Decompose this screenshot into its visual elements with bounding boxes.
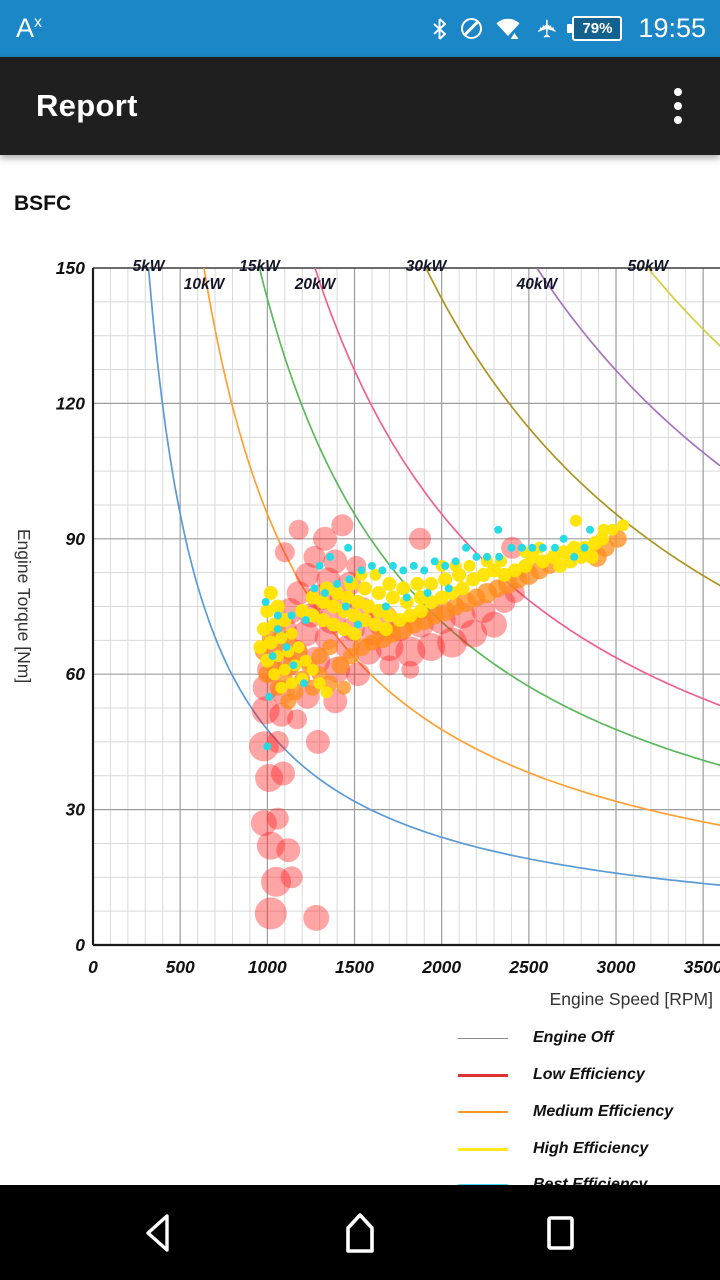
airplane-mode-icon: ✈ <box>534 18 563 39</box>
svg-text:120: 120 <box>56 393 85 413</box>
legend-item: Medium Efficiency <box>458 1100 673 1124</box>
svg-text:Engine Speed [RPM]: Engine Speed [RPM] <box>550 989 713 1009</box>
legend-label: Low Efficiency <box>533 1066 645 1083</box>
svg-text:2000: 2000 <box>421 957 461 977</box>
svg-text:0: 0 <box>88 957 98 977</box>
home-button[interactable] <box>320 1185 400 1280</box>
bluetooth-icon <box>431 17 448 41</box>
svg-text:3500: 3500 <box>684 957 720 977</box>
app-notification-icon: Ax <box>16 13 43 43</box>
overflow-menu-button[interactable] <box>658 78 698 134</box>
legend-line-swatch <box>458 1111 508 1113</box>
legend-label: Medium Efficiency <box>533 1103 674 1120</box>
svg-text:0: 0 <box>75 935 85 955</box>
svg-text:2500: 2500 <box>508 957 548 977</box>
chart-section-title: BSFC <box>14 192 72 215</box>
svg-text:5kW: 5kW <box>133 258 166 275</box>
legend-label: Engine Off <box>533 1029 614 1046</box>
svg-text:30: 30 <box>66 800 86 820</box>
status-bar: Ax ✈ 79% 19:55 <box>0 0 720 57</box>
legend-item: Low Efficiency <box>458 1063 645 1087</box>
do-not-disturb-icon <box>461 18 483 39</box>
legend-line-swatch <box>458 1147 508 1151</box>
navigation-bar <box>0 1185 720 1280</box>
recents-button[interactable] <box>520 1185 600 1280</box>
svg-text:10kW: 10kW <box>184 276 226 293</box>
svg-text:20kW: 20kW <box>294 276 337 293</box>
wifi-icon <box>495 16 525 42</box>
app-bar: Report <box>0 57 720 155</box>
svg-text:3000: 3000 <box>597 957 636 977</box>
legend-item: Engine Off <box>458 1026 614 1050</box>
svg-text:90: 90 <box>66 529 86 549</box>
battery-percent: 79% <box>582 20 613 37</box>
status-clock: 19:55 <box>638 13 706 43</box>
svg-text:1500: 1500 <box>335 957 374 977</box>
svg-text:60: 60 <box>66 664 86 684</box>
legend-label: High Efficiency <box>533 1140 649 1157</box>
svg-text:150: 150 <box>56 258 85 278</box>
legend-line-swatch <box>458 1037 508 1039</box>
battery-indicator: 79% <box>567 16 623 41</box>
legend-item: High Efficiency <box>458 1137 648 1161</box>
svg-text:15kW: 15kW <box>239 258 281 275</box>
svg-text:Engine Torque [Nm]: Engine Torque [Nm] <box>14 529 34 683</box>
svg-text:40kW: 40kW <box>516 276 559 293</box>
legend-line-swatch <box>458 1073 508 1077</box>
bsfc-chart: 5kW 10kW 15kW 20kW 30kW 40kW 50kW 0 500 1000 1500 2… <box>0 240 720 1010</box>
back-button[interactable] <box>120 1185 200 1280</box>
svg-text:50kW: 50kW <box>628 258 670 275</box>
svg-text:500: 500 <box>166 957 195 977</box>
svg-text:30kW: 30kW <box>406 258 448 275</box>
svg-text:1000: 1000 <box>248 957 287 977</box>
page-title: Report <box>36 88 138 123</box>
